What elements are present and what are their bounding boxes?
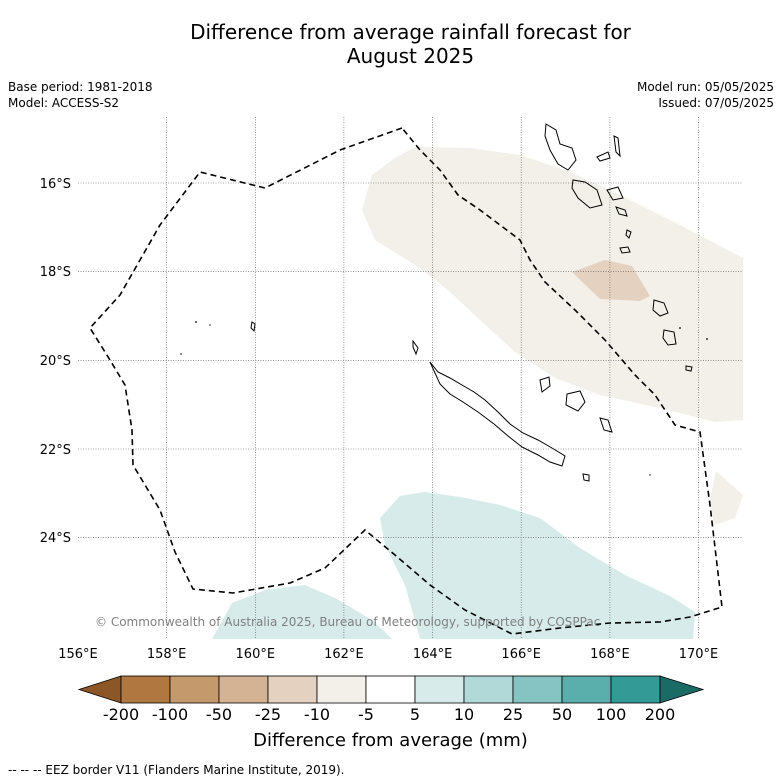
colorbar-segment	[365, 675, 416, 704]
reef-islet-4	[679, 327, 681, 329]
title-line-1: Difference from average rainfall forecas…	[190, 20, 631, 44]
lon-label-156e: 156°E	[58, 647, 98, 662]
colorbar-tick-label: 25	[502, 705, 524, 724]
colorbar-tick-label: 50	[551, 705, 573, 724]
colorbar-segment	[120, 675, 171, 704]
reef-islet-6	[649, 474, 651, 476]
colorbar-segment	[463, 675, 514, 704]
vanuatu-aneityum	[662, 329, 677, 346]
matthew-island	[685, 365, 693, 372]
model-run: Model run: 05/05/2025	[636, 80, 774, 94]
colorbar-segment	[414, 675, 465, 704]
lon-label-158e: 158°E	[147, 647, 187, 662]
vanuatu-malakula	[571, 179, 603, 209]
gridlines	[78, 117, 743, 639]
colorbar-tick-label: -10	[303, 705, 331, 724]
colorbar-title: Difference from average (mm)	[253, 730, 528, 751]
reef-islet-2	[209, 324, 211, 326]
lon-label-168e: 168°E	[590, 647, 630, 662]
colorbar-extend-high	[659, 675, 705, 704]
loyalty-island-ouvea	[539, 376, 551, 393]
vanuatu-efate	[606, 186, 624, 201]
lat-label-18s: 18°S	[40, 265, 71, 280]
colorbar-segment	[316, 675, 367, 704]
lon-label-166e: 166°E	[501, 647, 541, 662]
new-caledonia-island	[429, 361, 566, 467]
colorbar	[77, 675, 705, 704]
dry-anomaly-region-north	[362, 147, 743, 422]
colorbar-segment	[610, 675, 661, 704]
colorbar-tick-label: 10	[453, 705, 475, 724]
chesterfield-island	[250, 321, 256, 333]
lon-label-160e: 160°E	[236, 647, 276, 662]
meta-right: Model run: 05/05/2025 Issued: 07/05/2025	[637, 79, 774, 111]
colorbar-segment	[561, 675, 612, 704]
eez-border	[89, 127, 723, 635]
vanuatu-espiritu-santo	[544, 123, 577, 171]
base-period: Base period: 1981-2018	[8, 80, 153, 94]
map-title: Difference from average rainfall forecas…	[0, 20, 781, 68]
vanuatu-tanna	[652, 299, 669, 317]
lat-label-16s: 16°S	[40, 177, 71, 192]
isle-of-pines	[582, 473, 590, 482]
model-name: Model: ACCESS-S2	[8, 96, 120, 110]
lon-label-162e: 162°E	[324, 647, 364, 662]
colorbar-tick-label: -25	[254, 705, 282, 724]
eez-footnote: -- -- -- EEZ border V11 (Flanders Marine…	[8, 763, 345, 777]
lat-label-22s: 22°S	[40, 443, 71, 458]
loyalty-island-lifou	[565, 390, 586, 412]
colorbar-segment	[267, 675, 318, 704]
reef-islet-3	[180, 353, 182, 355]
colorbar-tick-label: 5	[409, 705, 421, 724]
dry-anomaly-core	[572, 260, 650, 301]
colorbar-tick-label: -5	[358, 705, 374, 724]
colorbar-segment	[512, 675, 563, 704]
longitude-labels: 156°E 158°E 160°E 162°E 164°E 166°E 168°…	[58, 647, 718, 662]
vanuatu-island-c	[615, 206, 628, 217]
colorbar-tick-label: -100	[151, 705, 189, 724]
vanuatu-island-a	[596, 151, 611, 162]
vanuatu-island-e	[619, 246, 631, 254]
lon-label-164e: 164°E	[413, 647, 453, 662]
coastlines	[180, 123, 708, 482]
colorbar-segment	[218, 675, 269, 704]
colorbar-tick-label: -200	[102, 705, 140, 724]
lat-label-20s: 20°S	[40, 354, 71, 369]
colorbar-segment	[169, 675, 220, 704]
vanuatu-island-d	[625, 229, 632, 239]
lon-label-170e: 170°E	[679, 647, 719, 662]
dry-anomaly-region-east	[710, 471, 743, 525]
colorbar-tick-label: -50	[205, 705, 233, 724]
anomaly-fields	[212, 147, 743, 639]
reef-islet-5	[706, 338, 708, 340]
latitude-labels: 16°S 18°S 20°S 22°S 24°S	[40, 177, 71, 546]
copyright-note: © Commonwealth of Australia 2025, Bureau…	[95, 615, 600, 629]
colorbar-tick-label: 200	[644, 705, 676, 724]
colorbar-extend-low	[77, 675, 122, 704]
belep-islands	[412, 339, 419, 356]
reef-islet-1	[195, 321, 197, 323]
title-line-2: August 2025	[346, 44, 475, 68]
lat-label-24s: 24°S	[40, 531, 71, 546]
loyalty-island-mare	[599, 417, 613, 433]
issued-date: Issued: 07/05/2025	[658, 96, 774, 110]
wet-anomaly-region-south	[380, 492, 695, 639]
wet-anomaly-region-southwest	[212, 585, 392, 639]
vanuatu-island-b	[613, 135, 621, 158]
colorbar-tick-label: 100	[595, 705, 627, 724]
meta-left: Base period: 1981-2018 Model: ACCESS-S2	[8, 79, 153, 111]
